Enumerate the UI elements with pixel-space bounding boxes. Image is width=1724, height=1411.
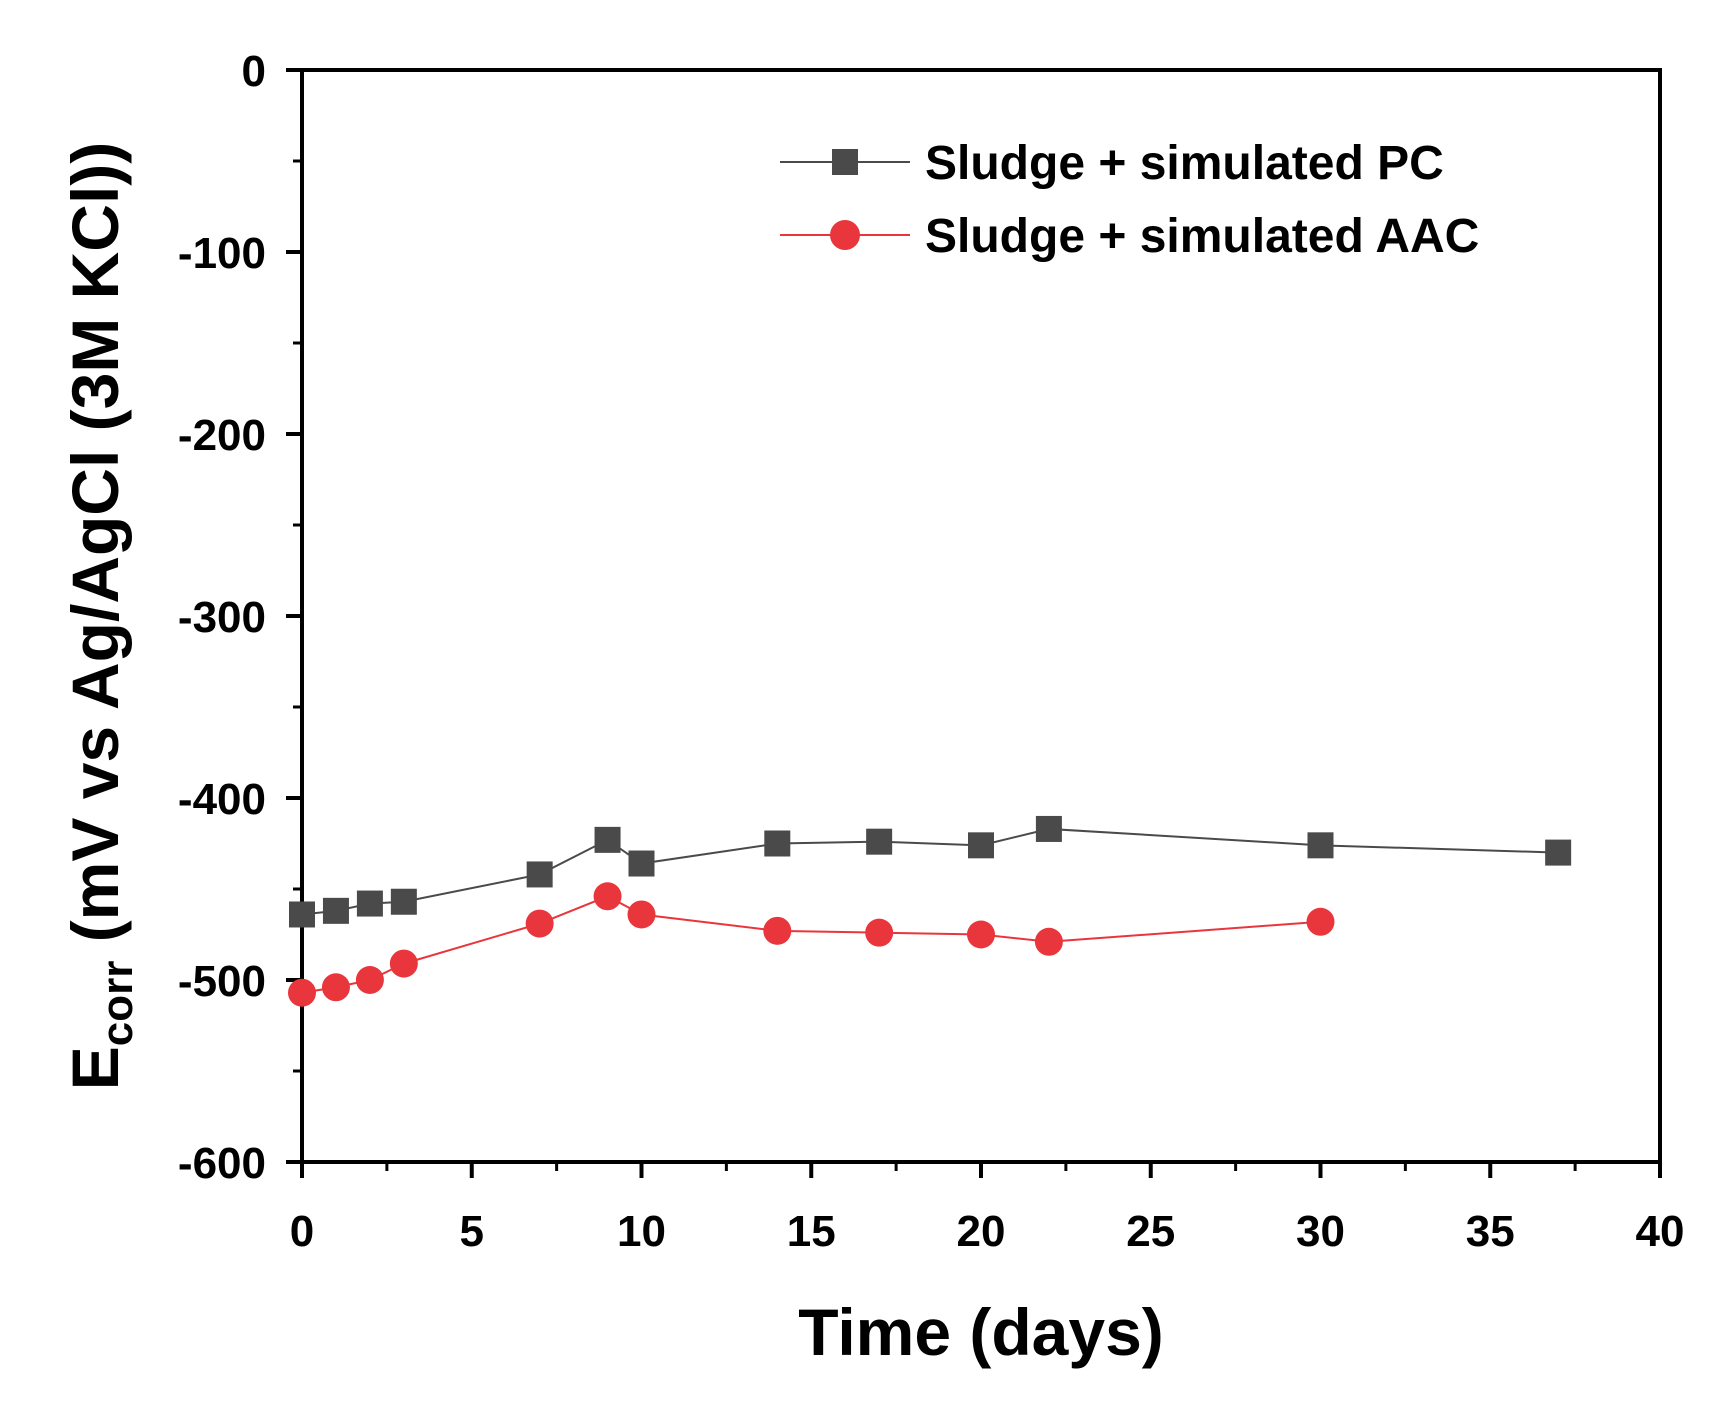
y-axis-title-rest: (mV vs Ag/AgCl (3M KCl)) <box>58 142 132 961</box>
data-point <box>355 966 384 994</box>
data-point <box>1306 907 1335 936</box>
series-2 <box>288 882 1335 1007</box>
data-point <box>1035 815 1062 842</box>
x-tick-label: 5 <box>460 1207 484 1256</box>
y-axis-title: Ecorr (mV vs Ag/AgCl (3M KCl)) <box>58 142 142 1091</box>
x-tick-label: 20 <box>957 1207 1006 1256</box>
legend-label-pc: Sludge + simulated PC <box>925 137 1444 190</box>
data-point <box>627 900 656 929</box>
x-tick-label: 25 <box>1126 1207 1175 1256</box>
y-tick-label: -100 <box>178 229 266 278</box>
y-tick-label: -300 <box>178 593 266 642</box>
data-point <box>968 832 994 859</box>
legend-label-aac: Sludge + simulated AAC <box>925 210 1479 263</box>
data-point <box>389 949 418 978</box>
series-1 <box>289 815 1572 928</box>
y-axis-title-main: E <box>58 1046 132 1090</box>
x-tick-label: 30 <box>1296 1207 1345 1256</box>
data-point <box>289 901 315 928</box>
x-axis-title: Time (days) <box>798 1295 1164 1369</box>
data-point <box>1307 832 1334 859</box>
series-line <box>301 895 1321 994</box>
legend: Sludge + simulated PC Sludge + simulated… <box>780 137 1479 263</box>
data-point <box>322 897 349 924</box>
series-layer <box>288 815 1572 1007</box>
y-axis-title-subscript: corr <box>93 961 142 1047</box>
data-point <box>967 920 995 949</box>
data-point <box>321 973 350 1002</box>
y-tick-label: -500 <box>178 957 266 1006</box>
axis-ticks: 0 5 10 15 20 25 30 35 40 0 -100 -200 -300 -400 -500 -60… <box>178 47 1685 1256</box>
data-point <box>865 918 894 947</box>
data-point <box>593 882 622 911</box>
y-tick-label: 0 <box>242 47 266 96</box>
data-point <box>1545 839 1572 866</box>
data-point <box>866 828 893 855</box>
data-point <box>526 861 553 888</box>
legend-marker-aac <box>830 220 860 250</box>
data-point <box>628 850 655 877</box>
y-tick-label: -200 <box>178 411 266 460</box>
data-point <box>288 978 316 1007</box>
x-tick-label: 10 <box>617 1207 666 1256</box>
x-tick-label: 0 <box>290 1207 314 1256</box>
data-point <box>525 909 554 938</box>
y-tick-label: -400 <box>178 775 266 824</box>
data-point <box>356 890 383 917</box>
data-point <box>763 916 792 945</box>
y-tick-label: -600 <box>178 1139 266 1188</box>
x-tick-label: 35 <box>1466 1207 1515 1256</box>
data-point <box>1034 927 1063 956</box>
data-point <box>764 830 791 857</box>
series-line <box>301 827 1559 916</box>
legend-marker-pc <box>832 149 858 175</box>
x-tick-label: 40 <box>1636 1207 1685 1256</box>
data-point <box>390 888 417 915</box>
data-point <box>594 826 621 853</box>
x-tick-label: 15 <box>787 1207 836 1256</box>
